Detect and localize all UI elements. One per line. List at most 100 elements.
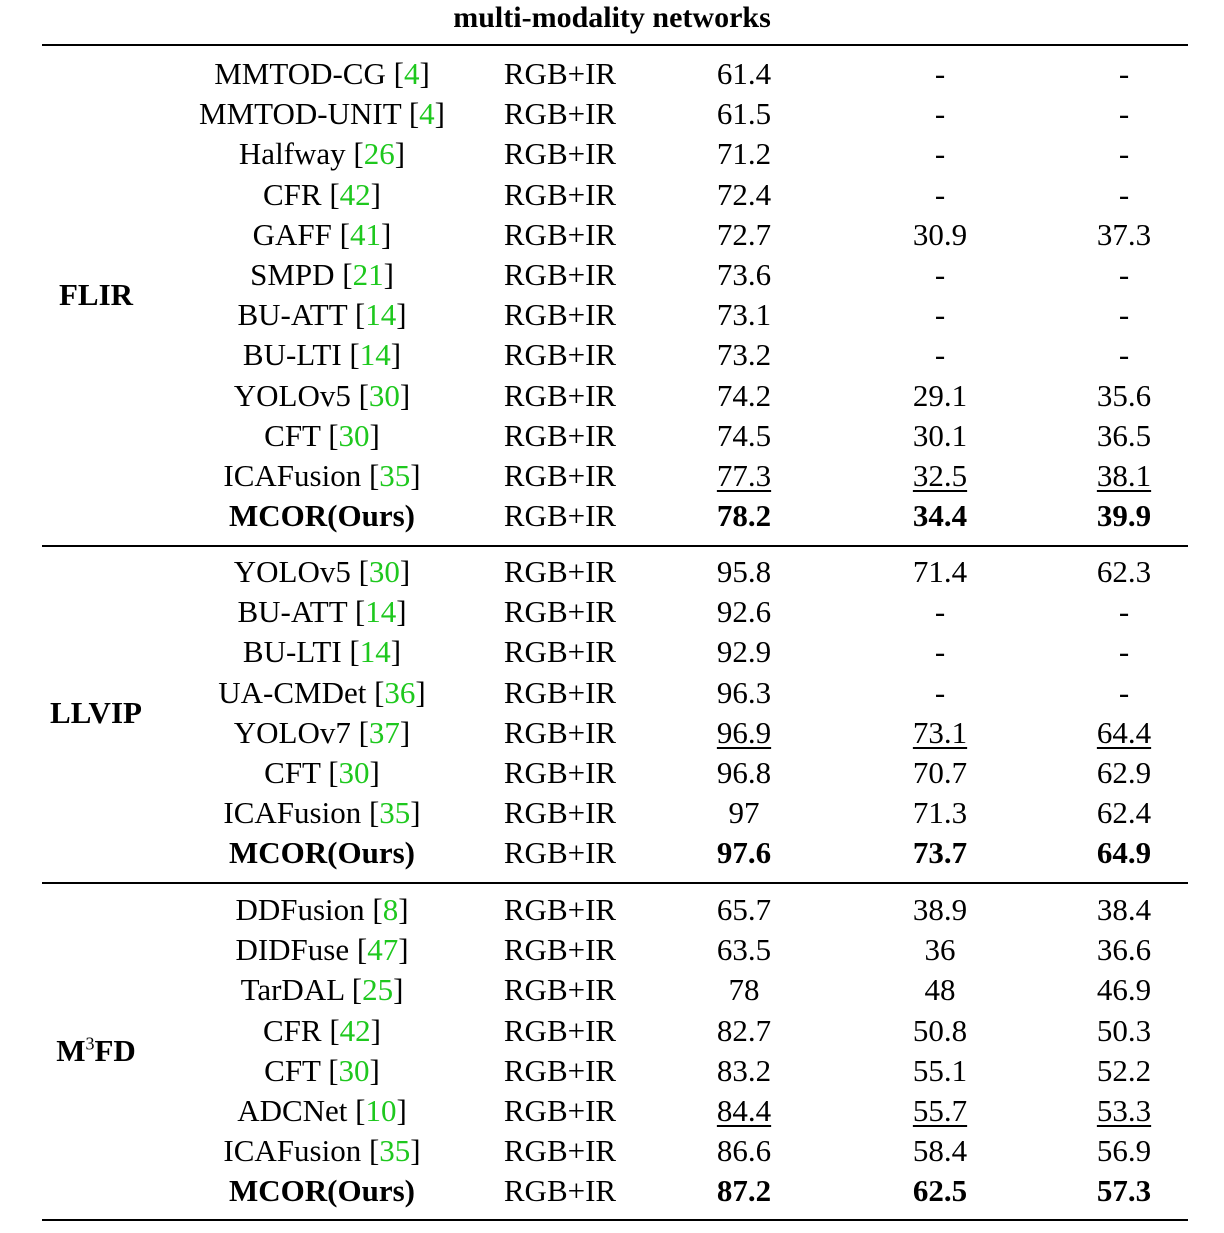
citation-link[interactable]: 25: [362, 972, 394, 1008]
method-name: ICAFusion: [223, 1133, 362, 1169]
metric-value: -: [934, 674, 946, 710]
citation-link[interactable]: 4: [403, 56, 420, 91]
dataset-name-tail: FD: [94, 1032, 136, 1068]
metric-value: 55.1: [912, 1052, 968, 1088]
metric-value: 97: [728, 795, 760, 831]
citation-link[interactable]: 35: [379, 458, 411, 493]
metric-cell-1: 95.8: [654, 552, 834, 592]
metric-cell-2: 36: [850, 930, 1030, 970]
method-cell: TarDAL [25]: [240, 972, 404, 1008]
metric-value: 71.3: [912, 795, 968, 831]
table-row: YOLOv5 [30] RGB+IR 95.8 71.4 62.3: [0, 552, 1224, 592]
citation-link[interactable]: 10: [365, 1093, 397, 1128]
metric-value: 72.7: [716, 216, 772, 252]
citation-link[interactable]: 30: [338, 755, 370, 790]
metric-cell-3: -: [1034, 673, 1214, 713]
citation-link[interactable]: 37: [368, 714, 400, 750]
method-name: MMTOD-UNIT: [199, 96, 402, 132]
metric-value: 92.6: [716, 594, 772, 630]
metric-cell-3: 37.3: [1034, 215, 1214, 255]
citation-link[interactable]: 8: [382, 892, 399, 927]
method-cell: CFR [42]: [262, 176, 381, 212]
metric-cell-3: -: [1034, 295, 1214, 335]
metric-value: -: [1118, 634, 1130, 670]
metric-value: 97.6: [716, 835, 772, 871]
metric-cell-1: 82.7: [654, 1011, 834, 1051]
metric-value: 35.6: [1096, 377, 1152, 413]
method-cell: CFT [30]: [264, 755, 380, 790]
metric-cell-3: 38.1: [1034, 456, 1214, 496]
top-rule: [42, 44, 1188, 46]
metric-value: 53.3: [1096, 1093, 1152, 1128]
modality-cell: RGB+IR: [503, 136, 617, 172]
metric-value: 82.7: [716, 1012, 772, 1048]
modality-cell: RGB+IR: [503, 96, 617, 132]
citation-link[interactable]: 42: [339, 1012, 371, 1048]
metric-cell-1: 65.7: [654, 890, 834, 930]
metric-value: 73.1: [716, 297, 772, 333]
metric-value: 95.8: [716, 554, 772, 589]
method-name: BU-ATT: [237, 297, 348, 333]
dataset-label: FLIR: [0, 275, 192, 315]
metric-value: 63.5: [716, 932, 772, 968]
metric-value: -: [934, 96, 946, 132]
citation-link[interactable]: 30: [368, 377, 400, 413]
table-row: BU-ATT [14] RGB+IR 73.1 - -: [0, 295, 1224, 335]
metric-cell-1: 74.5: [654, 416, 834, 456]
modality-cell: RGB+IR: [503, 56, 617, 91]
citation-link[interactable]: 36: [384, 674, 416, 710]
method-name: MCOR(Ours): [229, 498, 415, 534]
modality-cell: RGB+IR: [503, 755, 617, 790]
method-name: MCOR(Ours): [229, 1173, 415, 1209]
metric-value: -: [934, 56, 946, 91]
method-name: YOLOv5: [233, 554, 351, 589]
metric-cell-2: -: [850, 592, 1030, 632]
modality-cell: RGB+IR: [503, 1093, 617, 1128]
citation-link[interactable]: 30: [338, 1052, 370, 1088]
metric-cell-1: 83.2: [654, 1051, 834, 1091]
metric-cell-1: 87.2: [654, 1171, 834, 1211]
metric-cell-2: 70.7: [850, 753, 1030, 793]
metric-value: 87.2: [716, 1173, 772, 1209]
modality-cell: RGB+IR: [503, 932, 617, 968]
citation-link[interactable]: 35: [379, 1133, 411, 1169]
metric-cell-3: 36.6: [1034, 930, 1214, 970]
modality-cell: RGB+IR: [503, 594, 617, 630]
method-cell: GAFF [41]: [252, 216, 392, 252]
citation-link[interactable]: 42: [339, 176, 371, 212]
citation-link[interactable]: 35: [379, 795, 411, 831]
metric-cell-3: -: [1034, 255, 1214, 295]
citation-link[interactable]: 30: [338, 417, 370, 453]
method-cell: Halfway [26]: [238, 136, 406, 172]
metric-value: -: [1118, 56, 1130, 91]
modality-cell: RGB+IR: [503, 1052, 617, 1088]
citation-link[interactable]: 47: [367, 932, 399, 968]
table-row: MCOR(Ours) RGB+IR 97.6 73.7 64.9: [0, 833, 1224, 873]
metric-cell-2: -: [850, 673, 1030, 713]
metric-cell-1: 78.2: [654, 496, 834, 536]
metric-cell-2: -: [850, 54, 1030, 94]
modality-cell: RGB+IR: [503, 835, 617, 871]
method-name: Halfway: [238, 136, 346, 172]
metric-value: -: [1118, 176, 1130, 212]
metric-value: 34.4: [912, 498, 968, 534]
method-name: MCOR(Ours): [229, 835, 415, 871]
citation-link[interactable]: 30: [368, 554, 400, 589]
citation-link[interactable]: 14: [365, 297, 397, 333]
modality-cell: RGB+IR: [503, 892, 617, 927]
citation-link[interactable]: 26: [363, 136, 395, 172]
citation-link[interactable]: 41: [350, 216, 381, 252]
citation-link[interactable]: 14: [365, 594, 397, 630]
citation-link[interactable]: 14: [359, 337, 391, 373]
metric-cell-3: 64.4: [1034, 713, 1214, 753]
metric-cell-3: 52.2: [1034, 1051, 1214, 1091]
section-divider-1: [42, 545, 1188, 547]
table-row: ICAFusion [35] RGB+IR 77.3 32.5 38.1: [0, 456, 1224, 496]
citation-link[interactable]: 14: [359, 634, 391, 670]
metric-value: 57.3: [1096, 1173, 1152, 1209]
metric-value: 62.3: [1096, 554, 1152, 589]
metric-cell-3: -: [1034, 335, 1214, 375]
metric-cell-2: -: [850, 255, 1030, 295]
citation-link[interactable]: 21: [352, 257, 384, 292]
citation-link[interactable]: 4: [419, 96, 435, 132]
